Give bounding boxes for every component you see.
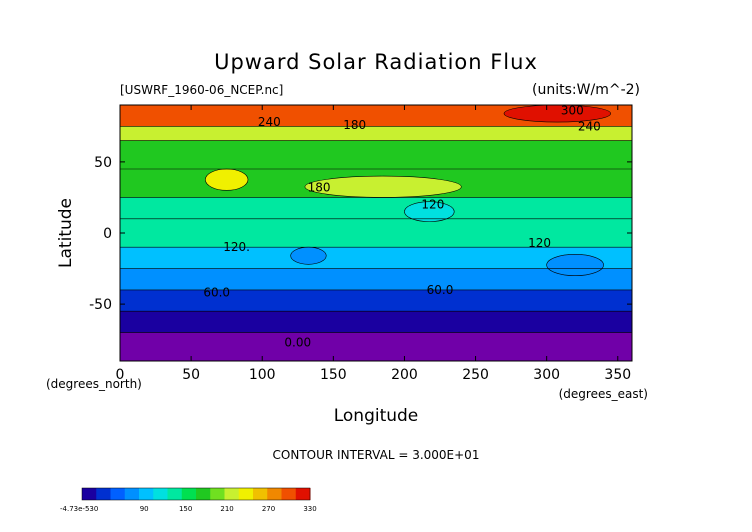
x-tick-label-6: 300 <box>533 367 560 383</box>
contour-label-3: 240 <box>578 119 601 133</box>
colorbar-tick-label-4: 330 <box>303 505 316 513</box>
x-tick-label-5: 250 <box>462 367 489 383</box>
field-feature-4 <box>290 246 327 265</box>
contour-label-7: 120 <box>528 236 551 250</box>
colorbar-swatch-14 <box>281 488 297 500</box>
colorbar-tick-label-2: 210 <box>220 505 233 513</box>
lat-band-7 <box>120 268 632 290</box>
field-feature-3 <box>404 201 455 222</box>
colorbar-frame <box>81 487 311 501</box>
y-tick-label-2: 50 <box>94 155 112 171</box>
units-label: (units:W/m^-2) <box>532 82 640 98</box>
lat-band-6 <box>120 247 632 269</box>
colorbar-swatch-13 <box>267 488 282 500</box>
y-unit-label: (degrees_north) <box>46 377 142 391</box>
colorbar-swatch-8 <box>196 488 211 500</box>
lat-band-4 <box>120 197 632 219</box>
x-tick-label-3: 150 <box>320 367 347 383</box>
contour-label-9: 60.0 <box>427 283 454 297</box>
colorbar-tick-label-3: 270 <box>262 505 275 513</box>
x-unit-label: (degrees_east) <box>559 387 648 401</box>
y-axis-ticks: -50 0 50 <box>89 155 632 313</box>
lat-band-9 <box>120 311 632 333</box>
x-tick-label-1: 50 <box>182 367 200 383</box>
colorbar-swatch-15 <box>295 488 311 500</box>
contour-label-0: 240 <box>258 115 281 129</box>
colorbar-min-label: -4.73e-530 <box>60 505 98 513</box>
field-feature-5 <box>546 254 604 276</box>
colorbar-swatch-11 <box>238 488 254 500</box>
colorbar-swatch-0 <box>82 488 97 500</box>
x-axis-label: Longitude <box>334 406 419 426</box>
colorbar-swatch-4 <box>139 488 154 500</box>
contour-label-4: 180 <box>308 180 331 194</box>
colorbar-swatch-2 <box>110 488 126 500</box>
colorbar: 90 150 210 270 330 <box>81 487 317 513</box>
colorbar-swatch-12 <box>253 488 268 500</box>
colorbar-swatch-6 <box>167 488 183 500</box>
contour-interval: CONTOUR INTERVAL = 3.000E+01 <box>273 448 480 462</box>
lat-band-0 <box>120 105 632 127</box>
field-feature-2 <box>205 168 249 191</box>
lat-band-2 <box>120 140 632 169</box>
y-tick-label-1: 0 <box>103 226 112 242</box>
colorbar-swatch-1 <box>96 488 111 500</box>
contour-label-6: 120. <box>223 240 250 254</box>
x-axis-ticks: 0 50 100 150 200 250 300 350 <box>116 105 631 383</box>
colorbar-swatch-5 <box>153 488 168 500</box>
contour-label-2: 300 <box>561 104 584 118</box>
colorbar-swatch-9 <box>210 488 225 500</box>
lat-band-8 <box>120 289 632 312</box>
colorbar-tick-label-1: 150 <box>179 505 192 513</box>
x-tick-label-2: 100 <box>249 367 276 383</box>
heatmap-field <box>120 104 632 361</box>
x-tick-label-4: 200 <box>391 367 418 383</box>
lat-band-5 <box>120 218 632 248</box>
colorbar-tick-label-0: 90 <box>140 505 149 513</box>
chart-title: Upward Solar Radiation Flux <box>214 50 538 74</box>
contour-label-10: 0.00 <box>284 336 311 350</box>
contour-label-5: 120 <box>421 198 444 212</box>
contour-label-1: 180 <box>343 118 366 132</box>
file-label: [USWRF_1960-06_NCEP.nc] <box>120 83 283 97</box>
contour-label-8: 60.0 <box>203 286 230 300</box>
lat-band-10 <box>120 332 632 361</box>
colorbar-swatch-7 <box>181 488 197 500</box>
y-tick-label-0: -50 <box>89 297 112 313</box>
colorbar-swatch-10 <box>224 488 240 500</box>
colorbar-swatch-3 <box>124 488 140 500</box>
lat-band-1 <box>120 126 632 141</box>
y-axis-label: Latitude <box>56 198 76 268</box>
x-tick-label-7: 350 <box>604 367 631 383</box>
x-tick-label-0: 0 <box>116 367 125 383</box>
